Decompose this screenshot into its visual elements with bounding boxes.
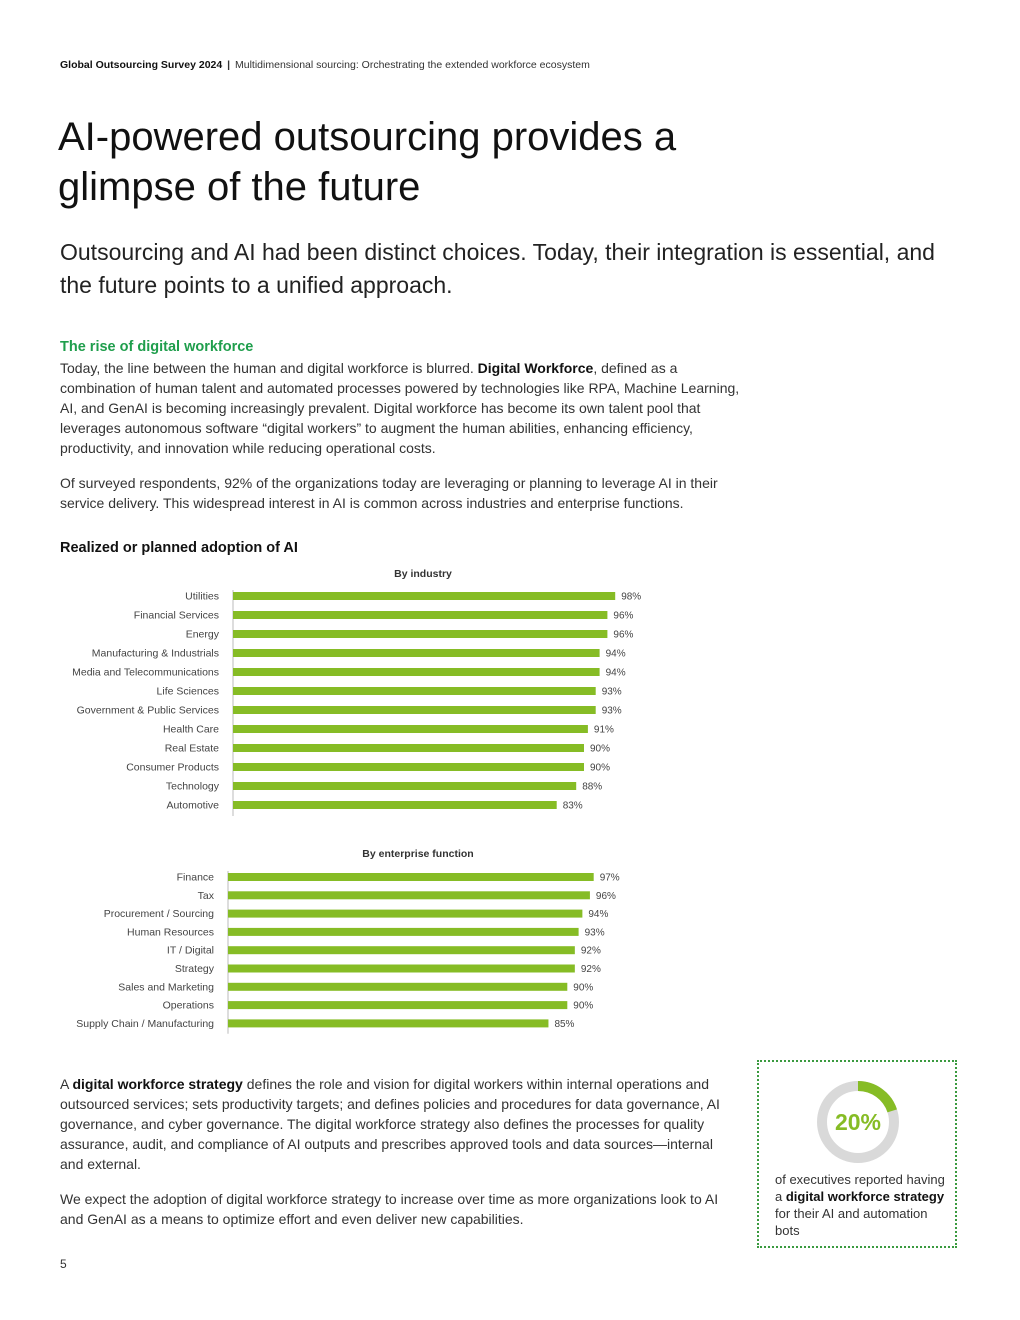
value-label: 90% [590,744,610,755]
page-number: 5 [60,1257,67,1271]
category-label: Procurement / Sourcing [104,908,214,920]
page-title: AI-powered outsourcing provides a glimps… [58,115,677,209]
category-label: Operations [163,1000,214,1012]
chart-subtitle: By enterprise function [362,848,473,860]
value-label: 91% [594,725,614,736]
category-label: Sales and Marketing [118,981,214,993]
value-label: 90% [590,763,610,774]
value-label: 92% [581,964,601,975]
bar [233,706,596,714]
category-label: Health Care [163,724,219,736]
bar [233,801,557,809]
bar [233,649,600,657]
category-label: IT / Digital [167,945,214,957]
category-label: Energy [186,629,220,641]
section-heading: The rise of digital workforce [60,339,254,355]
bar [233,687,596,695]
bar [228,1001,568,1010]
category-label: Media and Telecommunications [72,667,219,679]
value-label: 90% [573,982,593,993]
bar [233,592,616,600]
category-label: Finance [177,872,215,884]
value-label: 92% [581,946,601,957]
bar [233,725,588,733]
digital-workforce-term: Digital Workforce [477,360,594,376]
value-label: 94% [588,909,608,920]
stat-callout: 20% of executives reported having a digi… [757,1060,957,1248]
category-label: Technology [166,781,220,793]
value-label: 96% [613,611,633,622]
value-label: 93% [585,927,605,938]
value-label: 93% [602,687,622,698]
value-label: 85% [554,1019,574,1030]
bar [233,630,608,638]
category-label: Life Sciences [157,686,219,698]
running-header: Global Outsourcing Survey 2024 | Multidi… [60,59,590,71]
category-label: Real Estate [165,743,219,755]
bar [228,982,568,991]
bar [228,964,575,973]
category-label: Supply Chain / Manufacturing [76,1018,214,1030]
category-label: Utilities [185,591,219,603]
value-label: 88% [582,782,602,793]
bar [228,927,579,936]
strategy-paragraph: A digital workforce strategy defines the… [60,1076,720,1172]
bar [233,668,600,676]
value-label: 94% [606,668,626,679]
industry-chart: By industry Utilities 98% Financial Service… [72,568,641,816]
strategy-term: digital workforce strategy [72,1076,243,1092]
report-section: Multidimensional sourcing: Orchestrating… [235,59,590,71]
bar [233,744,584,752]
value-label: 94% [606,649,626,660]
value-label: 97% [600,873,620,884]
category-label: Strategy [175,963,215,975]
value-label: 93% [602,706,622,717]
category-label: Government & Public Services [77,705,219,717]
category-label: Financial Services [134,610,219,622]
bar [228,1019,549,1028]
outlook-paragraph: We expect the adoption of digital workfo… [60,1191,719,1227]
page-subtitle: Outsourcing and AI had been distinct cho… [60,239,935,298]
value-label: 98% [621,592,641,603]
donut-arc [857,1081,897,1113]
bar [228,946,575,955]
function-chart: By enterprise function Finance 97% Tax 96% Pr… [76,848,620,1034]
category-label: Human Resources [127,926,214,938]
bar [233,611,608,619]
bar [233,763,584,771]
report-name: Global Outsourcing Survey 2024 [60,59,223,71]
chart-heading: Realized or planned adoption of AI [60,540,298,556]
survey-paragraph: Of surveyed respondents, 92% of the orga… [60,475,718,511]
category-label: Manufacturing & Industrials [92,648,219,660]
bar [233,782,577,790]
value-label: 96% [596,891,616,902]
donut-chart: 20% [817,1081,899,1163]
stat-bold-term: digital workforce strategy [785,1189,945,1204]
header-separator: | [227,59,231,71]
bar [228,909,583,918]
stat-value: 20% [835,1109,881,1135]
category-label: Tax [198,890,215,902]
category-label: Consumer Products [126,762,219,774]
category-label: Automotive [166,800,219,812]
value-label: 96% [613,630,633,641]
bar [228,873,594,881]
chart-subtitle: By industry [394,568,452,580]
stat-description: of executives reported having a digital … [775,1172,945,1238]
value-label: 83% [563,801,583,812]
value-label: 90% [573,1001,593,1012]
bar [228,891,590,900]
intro-paragraph: Today, the line between the human and di… [60,360,740,456]
